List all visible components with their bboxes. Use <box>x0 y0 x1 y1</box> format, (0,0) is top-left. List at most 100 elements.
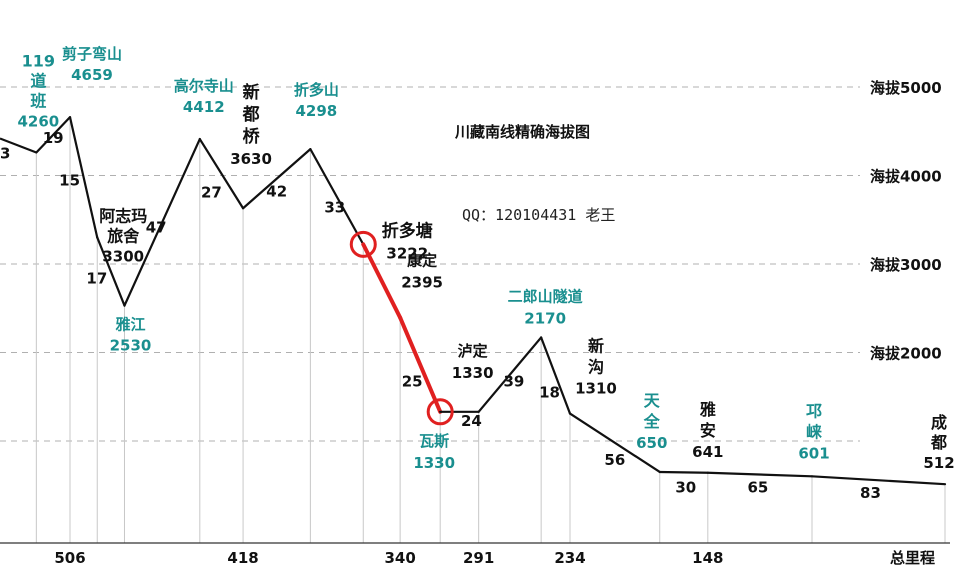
profile-segment <box>706 471 814 478</box>
point-name: 沟 <box>588 358 604 377</box>
first-point-left-cut-label: 3 <box>0 144 10 162</box>
remaining-km-labels: 506 418 340 291 234 148 <box>54 549 723 567</box>
point-name: 阿志玛 <box>99 206 147 225</box>
segment-distance: 18 <box>539 384 560 402</box>
point-name: 剪子弯山 <box>62 45 122 63</box>
segment-distance: 19 <box>43 129 64 147</box>
point-label-group: 雅江 2530 <box>110 316 152 355</box>
point-altitude: 3630 <box>230 150 272 168</box>
remaining-km: 340 <box>384 549 415 567</box>
segment-distance: 42 <box>266 183 287 201</box>
point-name: 全 <box>643 412 661 431</box>
x-axis-label: 总里程 <box>890 549 935 567</box>
point-altitude: 601 <box>798 444 829 462</box>
point-name: 成 <box>931 413 947 432</box>
point-name: 新 <box>588 337 604 356</box>
point-name: 新 <box>243 82 260 103</box>
remaining-km: 506 <box>54 549 85 567</box>
point-name: 康定 <box>407 252 437 270</box>
segment-distance: 24 <box>461 412 482 430</box>
profile-segment <box>0 137 37 154</box>
point-altitude: 2170 <box>524 309 566 327</box>
point-name: 旅舍 <box>107 226 140 245</box>
point-name: 崃 <box>806 422 822 441</box>
segment-distance: 65 <box>747 479 768 497</box>
segment-distance: 33 <box>324 199 345 217</box>
point-altitude: 2395 <box>401 274 443 292</box>
point-altitude: 4412 <box>183 98 225 116</box>
remaining-km: 148 <box>692 549 723 567</box>
point-name: 安 <box>700 421 716 440</box>
point-name: 二郎山隧道 <box>508 287 583 305</box>
point-name: 雅江 <box>114 316 145 334</box>
chart-subtitle: QQ：120104431 老王 <box>462 206 615 224</box>
highlight-ring <box>426 398 454 426</box>
remaining-km: 234 <box>554 549 585 567</box>
point-label-group: 康定 2395 <box>401 252 443 292</box>
point-altitude: 3222 <box>386 244 428 262</box>
profile-segment <box>35 116 72 154</box>
point-altitude: 4260 <box>17 112 59 130</box>
point-name: 折多山 <box>294 81 339 99</box>
altitude-label: 海拔2000 <box>870 345 942 363</box>
highlight-ring <box>349 230 377 258</box>
point-label-group: 折多塘 3222 <box>382 220 433 262</box>
point-name: 班 <box>30 91 46 110</box>
point-name: 天 <box>644 391 661 410</box>
point-altitude: 1330 <box>413 454 455 472</box>
point-name: 都 <box>242 104 260 125</box>
segment-distance: 56 <box>604 451 625 469</box>
profile-segment <box>658 470 709 474</box>
point-label-group: 二郎山隧道 2170 <box>508 287 583 327</box>
segment-distance-labels: 19 15 17 47 27 42 33 25 24 39 18 56 30 65 83 <box>43 129 881 502</box>
point-altitude: 4298 <box>296 102 338 120</box>
point-label-group: 雅安 641 <box>692 400 723 461</box>
point-name: 瓦斯 <box>419 432 449 450</box>
segment-distance: 25 <box>402 373 423 391</box>
segment-distance: 83 <box>860 484 881 502</box>
chart-title: 川藏南线精确海拔图 <box>454 123 590 141</box>
point-label-group: 邛崃 601 <box>798 401 829 462</box>
point-label-group: 折多山 4298 <box>294 81 339 120</box>
point-label-group: 瓦斯 1330 <box>413 432 455 472</box>
altitude-label: 海拔5000 <box>870 79 942 97</box>
profile-segment <box>123 137 201 307</box>
point-name: 邛 <box>806 401 822 420</box>
point-altitude: 1310 <box>575 380 617 398</box>
point-label-group: 泸定 1330 <box>452 342 494 382</box>
point-label-group: 新都桥 3630 <box>230 82 272 168</box>
drop-lines <box>35 117 946 543</box>
point-altitude: 650 <box>636 434 667 452</box>
point-label-group: 高尔寺山 4412 <box>174 77 234 116</box>
profile-segment <box>68 116 99 239</box>
point-name: 119 <box>22 51 55 70</box>
profile-segment <box>198 137 245 210</box>
highlighted-segment <box>361 242 403 320</box>
point-label-group: 新沟 1310 <box>575 337 617 398</box>
segment-distance: 30 <box>675 478 696 496</box>
point-label-group: 天全 650 <box>636 391 667 452</box>
altitude-label: 海拔3000 <box>870 256 942 274</box>
segment-distance: 15 <box>59 171 80 189</box>
profile-segment <box>810 475 947 486</box>
profile-segment <box>309 148 365 246</box>
segment-distance: 17 <box>86 270 107 288</box>
point-name: 雅 <box>699 400 716 419</box>
altitude-labels: 海拔5000 海拔4000 海拔3000 海拔2000 <box>870 79 942 363</box>
highlighted-segment <box>398 315 443 414</box>
profile-segment <box>568 412 661 474</box>
remaining-km: 418 <box>227 549 258 567</box>
segment-distance: 39 <box>503 373 524 391</box>
point-name: 桥 <box>243 127 261 147</box>
point-name: 折多塘 <box>382 220 433 241</box>
point-label-group: 成都 512 <box>923 413 954 472</box>
point-label-group: 剪子弯山 4659 <box>62 45 122 84</box>
profile-segment <box>96 236 126 307</box>
point-altitude: 512 <box>923 454 954 472</box>
remaining-km: 291 <box>463 549 494 567</box>
segment-distance: 27 <box>201 184 222 202</box>
point-altitude: 1330 <box>452 364 494 382</box>
